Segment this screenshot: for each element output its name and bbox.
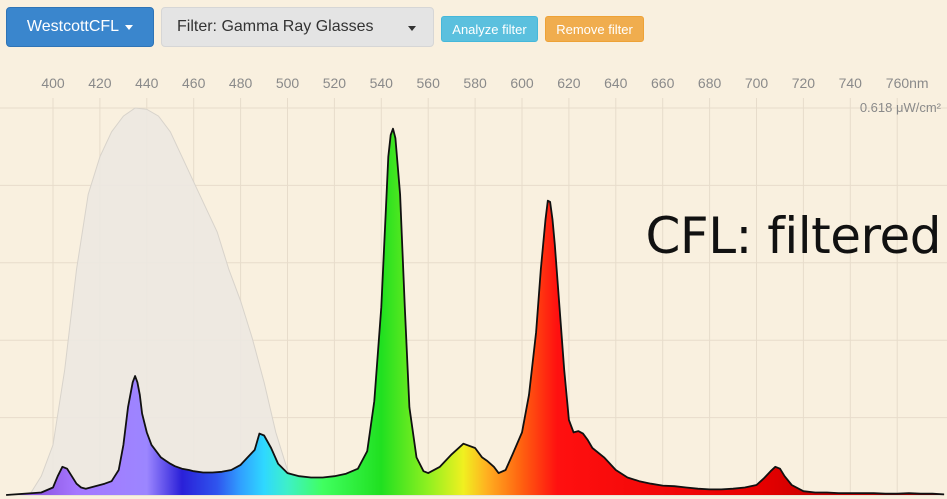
caret-down-icon: [408, 26, 416, 31]
x-tick-label: 560: [417, 75, 441, 91]
analyze-filter-label: Analyze filter: [452, 21, 527, 37]
analyze-filter-button[interactable]: Analyze filter: [441, 16, 538, 42]
remove-filter-label: Remove filter: [556, 21, 633, 37]
x-tick-label: 460: [182, 75, 206, 91]
filter-dropdown-button[interactable]: Filter: Gamma Ray Glasses: [161, 7, 434, 47]
x-tick-label: 480: [229, 75, 253, 91]
filter-label: Filter: Gamma Ray Glasses: [177, 18, 374, 35]
x-tick-label: 760nm: [886, 75, 929, 91]
x-tick-label: 420: [88, 75, 112, 91]
x-tick-label: 500: [276, 75, 300, 91]
x-tick-label: 620: [557, 75, 581, 91]
overlay-label: CFL: filtered: [645, 207, 942, 265]
y-max-label: 0.618 μW/cm²: [860, 100, 942, 115]
x-tick-label: 440: [135, 75, 159, 91]
light-source-label: WestcottCFL: [26, 18, 120, 35]
x-tick-label: 740: [839, 75, 863, 91]
remove-filter-button[interactable]: Remove filter: [545, 16, 644, 42]
x-tick-label: 540: [370, 75, 394, 91]
x-axis-ticks: 400 420 440 460 480 500 520 540 560 580 600 620 640 6…: [41, 75, 928, 91]
light-source-dropdown-button[interactable]: WestcottCFL: [6, 7, 154, 47]
x-tick-label: 600: [510, 75, 534, 91]
filtered-spectrum-line: [6, 127, 945, 496]
x-tick-label: 700: [745, 75, 769, 91]
x-tick-label: 520: [323, 75, 347, 91]
caret-down-icon: [125, 24, 134, 30]
filter-transmission-area: [6, 107, 945, 496]
x-tick-label: 640: [604, 75, 628, 91]
x-tick-label: 680: [698, 75, 722, 91]
x-tick-label: 660: [651, 75, 675, 91]
x-tick-label: 580: [463, 75, 487, 91]
toolbar: WestcottCFL Filter: Gamma Ray Glasses An…: [0, 0, 947, 60]
x-tick-label: 400: [41, 75, 65, 91]
x-tick-label: 720: [792, 75, 816, 91]
